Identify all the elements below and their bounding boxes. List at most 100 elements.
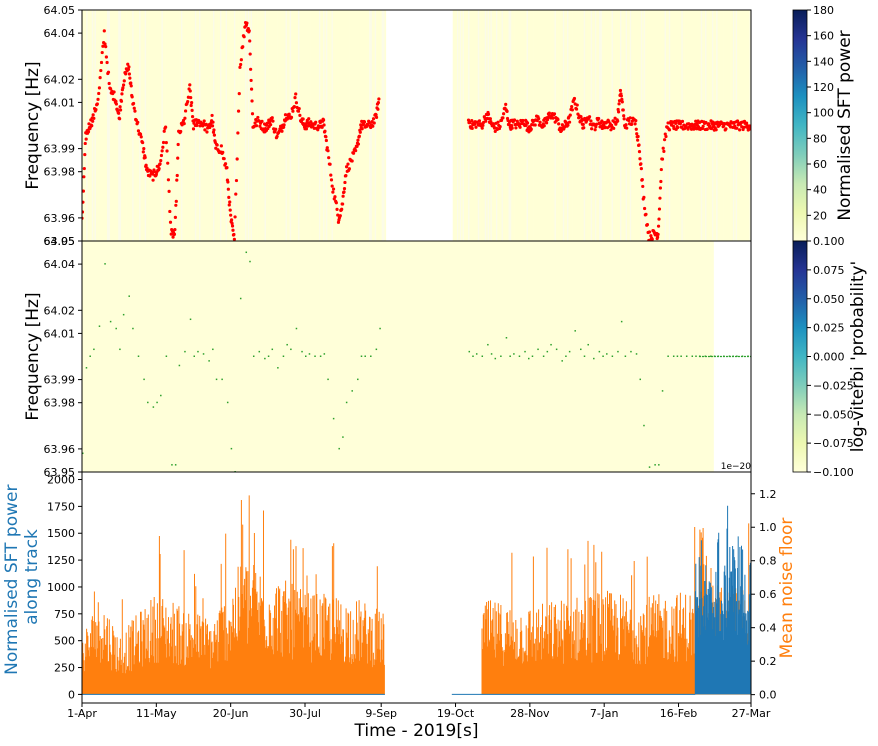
spectrogram-stripe xyxy=(261,10,264,241)
colorbar-tick-label: 0.025 xyxy=(813,322,845,335)
track-point xyxy=(84,137,88,141)
track-point xyxy=(143,155,147,160)
track-point xyxy=(333,195,337,199)
track-point xyxy=(230,224,235,228)
spectrogram-stripe xyxy=(714,10,717,241)
track-point xyxy=(572,96,577,101)
track-point xyxy=(176,142,180,147)
track-point xyxy=(377,97,381,101)
spectrogram-stripe xyxy=(381,10,384,241)
heatmap-dot xyxy=(505,337,508,339)
track-point xyxy=(324,138,328,143)
heatmap-dot xyxy=(379,327,381,330)
track-point xyxy=(129,81,133,85)
spectrogram-stripe xyxy=(95,10,98,241)
spectrogram-stripe xyxy=(162,10,165,241)
y-tick-label: 1250 xyxy=(47,554,75,567)
x-axis-label: Time - 2019[s] xyxy=(354,721,479,741)
track-point xyxy=(470,126,474,130)
track-point xyxy=(92,116,96,120)
track-point xyxy=(112,90,116,94)
spectrogram-stripe xyxy=(632,10,635,241)
track-point xyxy=(168,220,173,224)
heatmap-dot xyxy=(550,343,552,346)
track-point xyxy=(350,159,354,163)
track-point xyxy=(287,112,291,116)
track-point xyxy=(293,96,297,100)
track-point xyxy=(470,118,474,123)
spectrogram-stripe xyxy=(167,10,169,241)
x-tick-label: 30-Jul xyxy=(289,707,321,720)
colorbar-top: 20 40 60 80 100 120 140 160 180 Normalised SFT p… xyxy=(792,4,855,242)
track-point xyxy=(674,121,678,126)
y-tick-label: 63.96 xyxy=(44,212,76,225)
track-point xyxy=(237,92,241,96)
spectrogram-stripe xyxy=(494,10,497,241)
spectrogram-stripe xyxy=(551,10,554,241)
spectrogram-stripe xyxy=(547,10,550,241)
middle-y-axis-label: Frequency [Hz] xyxy=(23,292,43,420)
track-point xyxy=(205,130,209,134)
heatmap-dot xyxy=(85,367,88,369)
track-point xyxy=(328,162,332,166)
bottom-right-y-axis-label: Mean noise floor xyxy=(777,518,797,659)
spectrogram-stripe xyxy=(275,10,278,241)
top-panel-track xyxy=(82,20,751,241)
spectrogram-stripe xyxy=(158,10,161,241)
spectrogram-stripe xyxy=(123,10,126,241)
track-point xyxy=(127,65,131,69)
track-point xyxy=(334,201,338,205)
track-point xyxy=(664,134,668,139)
track-point xyxy=(616,110,621,114)
track-point xyxy=(182,122,186,126)
spectrogram-stripe xyxy=(154,10,157,241)
track-point xyxy=(620,100,624,104)
spectrogram-stripe xyxy=(153,10,155,241)
x-tick-label: 19-Oct xyxy=(437,707,475,720)
track-point xyxy=(291,109,295,113)
track-point xyxy=(343,180,347,185)
track-point xyxy=(538,120,542,124)
track-point xyxy=(680,119,685,123)
track-point xyxy=(229,213,233,217)
heatmap-dot xyxy=(338,447,340,450)
top-y-axis-label: Frequency [Hz] xyxy=(23,61,43,189)
track-point xyxy=(94,107,98,112)
track-point xyxy=(354,149,358,153)
colorbar-tick-label: 120 xyxy=(813,81,834,94)
track-point xyxy=(164,125,168,129)
track-point xyxy=(128,76,132,80)
colorbar-top-label: Normalised SFT power xyxy=(835,30,855,220)
track-point xyxy=(705,127,709,131)
heatmap-dot xyxy=(643,424,645,427)
heatmap-dot xyxy=(156,401,158,404)
spectrogram-stripe xyxy=(289,10,292,241)
x-tick-label: 9-Sep xyxy=(365,707,397,720)
spectrogram-stripe xyxy=(185,10,187,241)
track-point xyxy=(104,55,108,59)
spectrogram-stripe xyxy=(352,10,355,241)
track-point xyxy=(515,119,519,123)
track-point xyxy=(640,177,644,182)
spectrogram-stripe xyxy=(104,10,106,241)
spectrogram-stripe xyxy=(459,10,462,241)
heatmap-dot xyxy=(568,350,571,353)
middle-panel: 63.95 63.96 63.98 63.99 64.01 64.02 64.04 64.05… xyxy=(23,235,752,479)
y-tick-label: 64.04 xyxy=(44,27,76,40)
track-point xyxy=(136,120,140,124)
spectrogram-stripe xyxy=(586,10,589,241)
spectrogram-stripe xyxy=(649,10,651,241)
track-point xyxy=(556,117,560,122)
spectrogram-stripe xyxy=(250,10,253,241)
spectrogram-stripe xyxy=(587,10,590,241)
track-point xyxy=(505,109,509,113)
track-point xyxy=(327,156,331,160)
track-point xyxy=(594,122,599,126)
spectrogram-stripe xyxy=(642,10,644,241)
track-point xyxy=(204,122,208,126)
track-point xyxy=(232,237,236,241)
y2-tick-label: 1.2 xyxy=(759,488,777,501)
spectrogram-stripe xyxy=(640,10,643,241)
track-point xyxy=(590,127,594,131)
spectrogram-stripe xyxy=(190,10,193,241)
